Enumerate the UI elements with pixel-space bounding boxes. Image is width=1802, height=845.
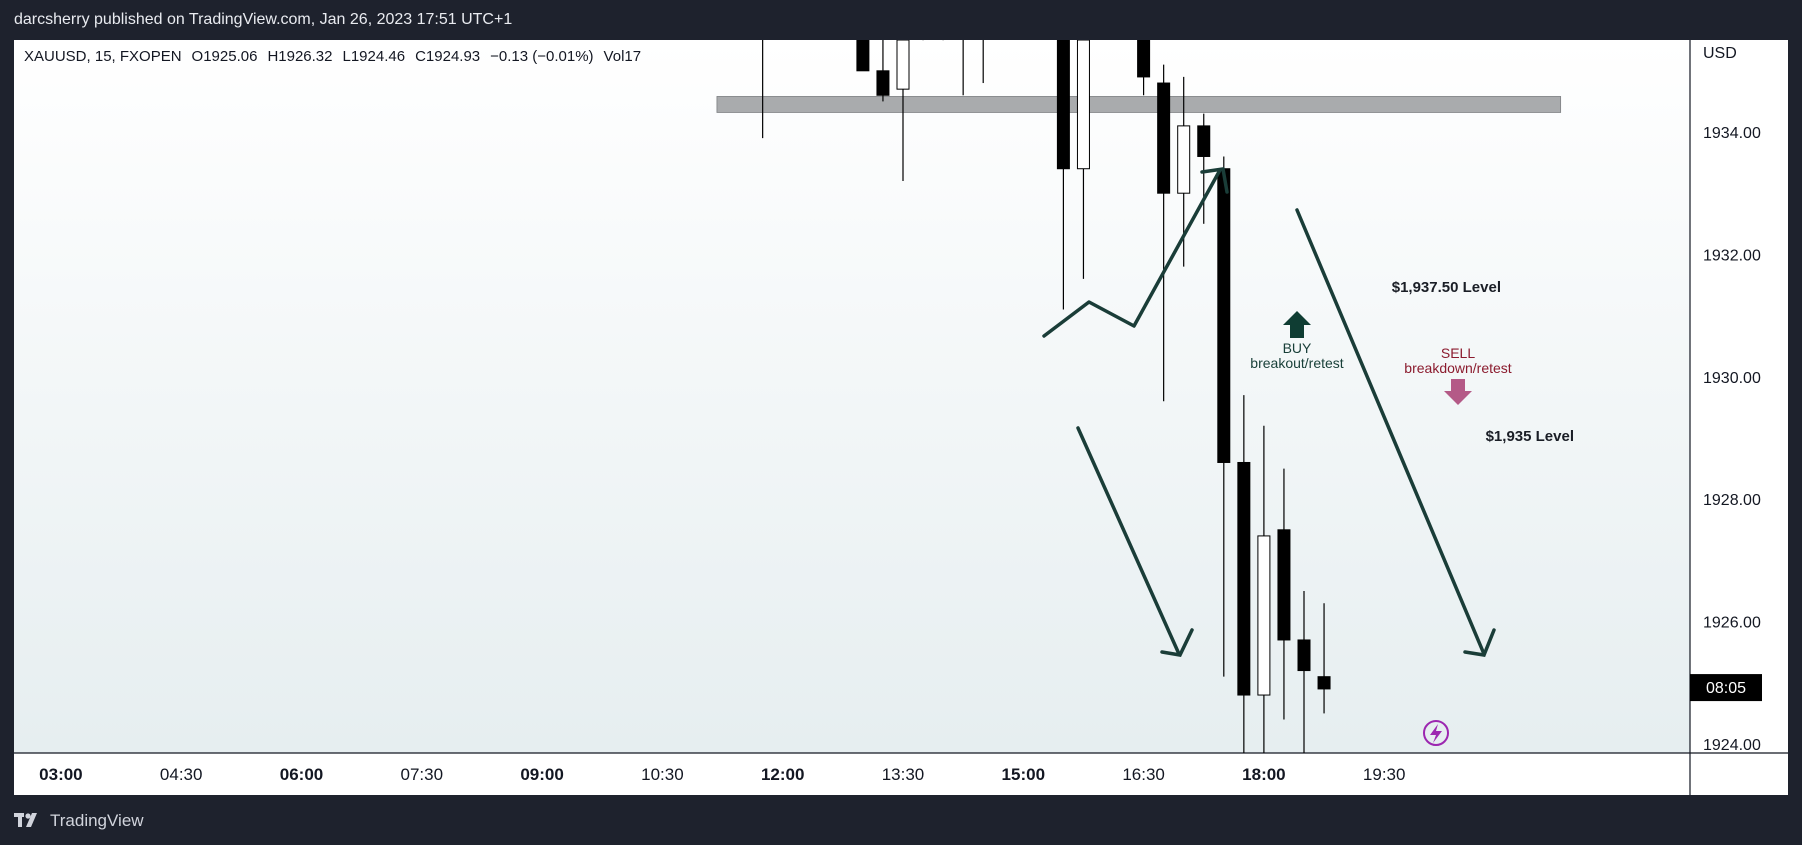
trend-arrow-line-1[interactable] xyxy=(1076,426,1181,656)
price-axis-background xyxy=(1690,40,1788,753)
legend-change: −0.13 (−0.01%) xyxy=(490,48,594,65)
candle-body xyxy=(1177,125,1191,194)
candle xyxy=(1317,603,1331,714)
time-axis-background xyxy=(14,753,1788,795)
countdown-label: 08:05 xyxy=(1706,680,1746,697)
time-tick-label: 06:00 xyxy=(280,765,323,784)
candle xyxy=(876,40,890,102)
candle xyxy=(1056,40,1070,310)
candle-body xyxy=(1277,529,1291,641)
publisher-line: darcsherry published on TradingView.com,… xyxy=(14,11,513,28)
price-axis[interactable]: USD1944.001942.001940.001938.001936.0019… xyxy=(1690,40,1762,754)
publisher-bar: darcsherry published on TradingView.com,… xyxy=(0,0,1802,40)
time-tick-label: 15:00 xyxy=(1002,765,1045,784)
candle-body xyxy=(1157,82,1171,194)
candle xyxy=(1137,40,1151,96)
candle-body xyxy=(1076,40,1090,170)
chart-area[interactable]: sell window BUYbreakout/retestSELLbreakd… xyxy=(14,40,1788,795)
time-tick-label: 16:30 xyxy=(1122,765,1165,784)
candle xyxy=(1257,425,1271,753)
current-price-badge xyxy=(1690,674,1762,702)
candle xyxy=(1076,40,1090,279)
alert-icon[interactable] xyxy=(1423,720,1449,746)
price-tick-label: 1934.00 xyxy=(1703,125,1761,142)
time-tick-label: 10:30 xyxy=(641,765,684,784)
time-tick-label: 03:00 xyxy=(39,765,82,784)
time-tick-label: 04:30 xyxy=(160,765,203,784)
candle xyxy=(1197,113,1211,224)
level-label-1: $1,935 Level xyxy=(1486,428,1574,445)
legend-low: L1924.46 xyxy=(342,48,406,65)
time-tick-label: 13:30 xyxy=(882,765,925,784)
candle xyxy=(1297,591,1311,753)
currency-label[interactable]: USD xyxy=(1703,45,1737,62)
level-band-1[interactable] xyxy=(716,96,1562,113)
alert-bolt-icon xyxy=(1430,724,1442,743)
buy-sub-label: breakout/retest xyxy=(1250,355,1343,371)
candle-body xyxy=(1297,639,1311,672)
candle xyxy=(1237,395,1251,753)
legend-high: H1926.32 xyxy=(267,48,333,65)
time-tick-label: 09:00 xyxy=(520,765,563,784)
price-tick-label: 1930.00 xyxy=(1703,370,1761,387)
candle-body xyxy=(1217,168,1231,463)
candles xyxy=(762,40,1331,753)
time-tick-label: 18:00 xyxy=(1242,765,1285,784)
price-tick-label: 1928.00 xyxy=(1703,492,1761,509)
arrow-head-down-2 xyxy=(1463,628,1496,657)
candle xyxy=(1217,156,1231,677)
trend-arrow-line-2[interactable] xyxy=(1295,208,1486,656)
candle-body xyxy=(1197,125,1211,157)
legend-close: C1924.93 xyxy=(415,48,481,65)
price-tick-label: 1924.00 xyxy=(1703,737,1761,754)
candle xyxy=(896,40,910,181)
legend-volume: Vol17 xyxy=(603,48,642,65)
candle-body xyxy=(896,40,910,90)
tradingview-brand[interactable]: TradingView xyxy=(14,811,144,831)
candle-body xyxy=(1257,535,1271,696)
time-axis[interactable]: 03:00 04:30 06:00 07:30 09:00 10:30 12:00 13:30… xyxy=(39,765,1405,784)
buy-arrow-icon xyxy=(1283,311,1311,338)
sell-sub-label: breakdown/retest xyxy=(1404,360,1512,376)
candlestick-chart[interactable]: sell window BUYbreakout/retestSELLbreakd… xyxy=(14,40,1788,795)
level-lines xyxy=(716,96,1562,113)
candle xyxy=(1277,468,1291,720)
time-tick-label: 07:30 xyxy=(401,765,444,784)
buy-label: BUY xyxy=(1283,340,1312,356)
tradingview-logo-icon xyxy=(14,813,37,827)
sell-label: SELL xyxy=(1441,345,1475,361)
time-tick-label: 12:00 xyxy=(761,765,804,784)
plot-background xyxy=(14,40,1690,753)
legend-open: O1925.06 xyxy=(191,48,258,65)
candle-body xyxy=(1056,40,1070,170)
candle-body xyxy=(1237,461,1251,696)
price-tick-label: 1932.00 xyxy=(1703,247,1761,264)
candle-body xyxy=(856,40,870,72)
time-tick-label: 19:30 xyxy=(1363,765,1406,784)
brand-name: TradingView xyxy=(50,811,144,830)
arrow-head-down-1 xyxy=(1160,628,1194,657)
sell-arrow-icon xyxy=(1444,379,1472,405)
candle xyxy=(856,40,870,72)
candle-body xyxy=(1317,676,1331,690)
candle-body xyxy=(1137,40,1151,78)
footer-bar: TradingView xyxy=(0,795,1802,845)
level-label-0: $1,937.50 Level xyxy=(1392,279,1501,296)
arrow-head-up xyxy=(1200,167,1229,194)
symbol-legend: XAUUSD, 15, FXOPEN O1925.06 H1926.32 L1924.… xyxy=(24,48,651,65)
candle xyxy=(1157,64,1171,402)
legend-symbol[interactable]: XAUUSD, 15, FXOPEN xyxy=(24,48,182,65)
price-tick-label: 1926.00 xyxy=(1703,615,1761,632)
candle-body xyxy=(876,70,890,96)
trend-arrow-line-0[interactable] xyxy=(1042,168,1222,338)
